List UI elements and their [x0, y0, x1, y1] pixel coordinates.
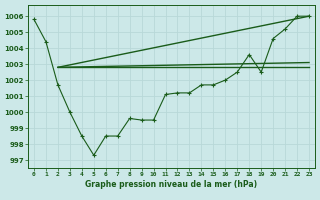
- X-axis label: Graphe pression niveau de la mer (hPa): Graphe pression niveau de la mer (hPa): [85, 180, 258, 189]
